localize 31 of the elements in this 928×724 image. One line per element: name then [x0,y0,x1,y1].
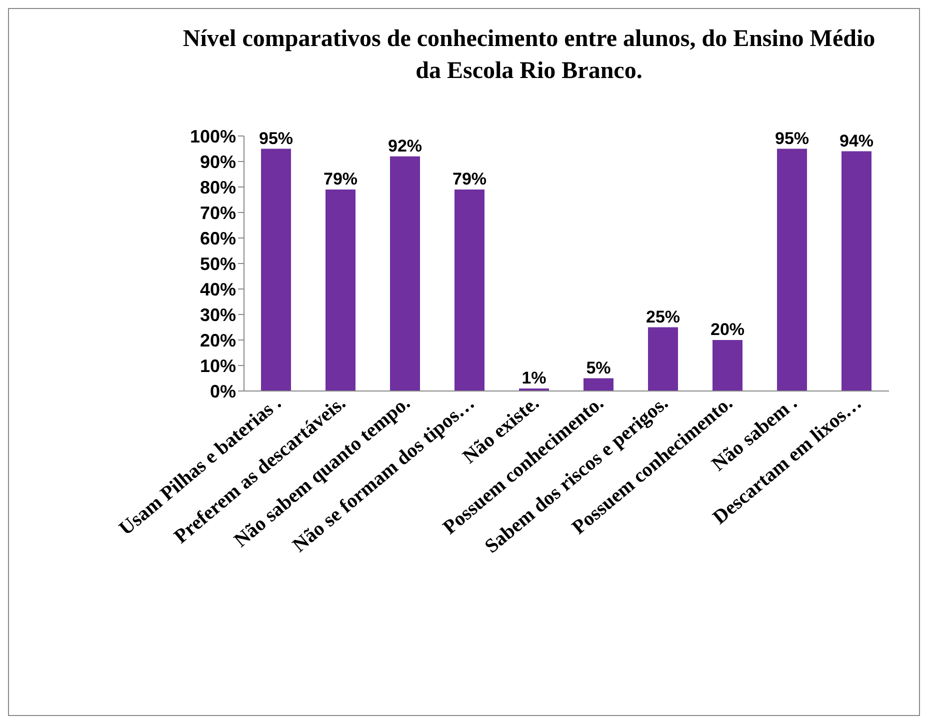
data-label: 1% [522,368,546,388]
data-label: 25% [646,307,680,326]
y-tick-label: 90% [200,152,236,172]
bar [261,148,291,391]
y-tick-label: 0% [210,381,236,402]
y-tick-label: 60% [200,228,236,248]
bar [454,190,484,391]
data-label: 79% [452,170,487,189]
y-tick-label: 80% [200,177,236,198]
bar [390,156,420,391]
data-label: 95% [258,128,294,148]
y-tick-label: 40% [200,279,236,300]
data-label: 92% [388,136,422,156]
bar [326,190,356,391]
y-tick-label: 70% [200,202,236,223]
data-label: 20% [710,320,745,339]
y-tick-label: 10% [200,356,236,376]
data-label: 5% [586,358,611,378]
y-tick-label: 50% [200,254,236,274]
bar [648,327,678,391]
bar [712,340,742,391]
data-label: 94% [839,131,874,150]
y-tick-label: 20% [200,330,236,350]
bar [777,148,807,391]
data-label: 95% [774,128,810,148]
y-tick-label: 30% [200,304,236,325]
chart-title: Nível comparativos de conhecimento entre alunos, do Ensino Médio da Escola Rio Branco. [182,25,876,86]
bar [842,151,872,391]
y-tick-label: 100% [190,126,236,146]
bar [584,378,614,391]
data-label: 79% [323,170,358,189]
